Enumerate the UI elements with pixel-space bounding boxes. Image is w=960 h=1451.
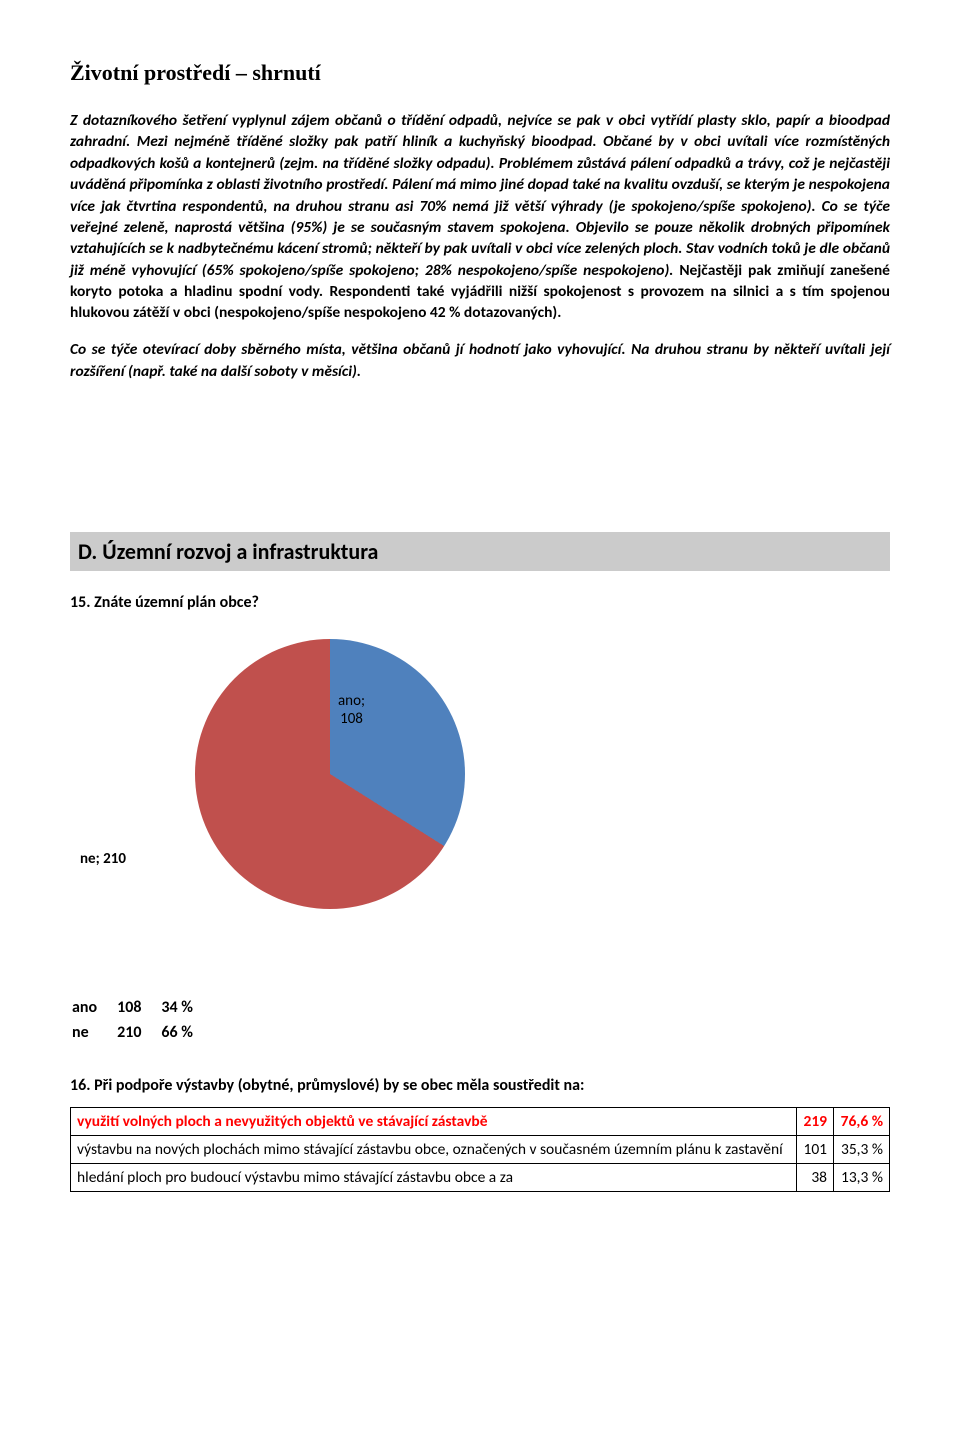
stats-table-q15: ano10834 %ne21066 %	[70, 994, 213, 1046]
table-row: využití volných ploch a nevyužitých obje…	[71, 1108, 890, 1136]
summary-paragraph-2: Co se týče otevírací doby sběrného místa…	[70, 339, 890, 382]
summary-paragraph-1: Z dotazníkového šetření vyplynul zájem o…	[70, 110, 890, 324]
pie-label-ano: ano;108	[338, 692, 365, 728]
pie-slice-container	[195, 639, 465, 909]
table-row: výstavbu na nových plochách mimo stávají…	[71, 1136, 890, 1164]
question-15: 15. Znáte územní plán obce?	[70, 593, 890, 612]
section-d-title: D. Územní rozvoj a infrastruktura	[78, 538, 378, 565]
pie-label-ne: ne; 210	[80, 850, 126, 868]
question-16: 16. Při podpoře výstavby (obytné, průmys…	[70, 1076, 890, 1095]
section-d-band: D. Územní rozvoj a infrastruktura	[70, 532, 890, 571]
table-row: hledání ploch pro budoucí výstavbu mimo …	[71, 1164, 890, 1192]
page-title: Životní prostředí – shrnutí	[70, 60, 890, 86]
stats-row: ne21066 %	[72, 1021, 211, 1044]
pie-chart-q15: ano;108 ne; 210	[70, 624, 530, 954]
summary-p1-lead: Z dotazníkového šetření vyplynul zájem o…	[70, 111, 890, 280]
table-q16: využití volných ploch a nevyužitých obje…	[70, 1107, 890, 1192]
stats-row: ano10834 %	[72, 996, 211, 1019]
